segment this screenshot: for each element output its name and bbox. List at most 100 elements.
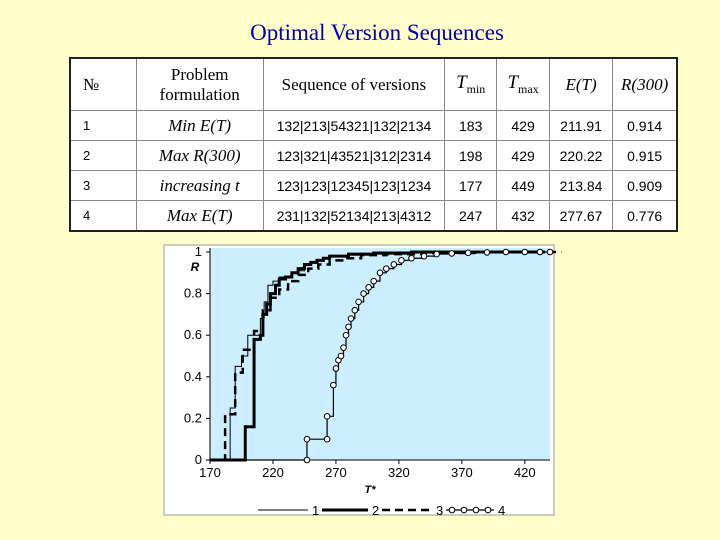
series-4-point xyxy=(342,331,350,339)
series-4 xyxy=(210,248,554,464)
row-expected-time: 277.67 xyxy=(548,200,614,232)
header-tmax-subscript: max xyxy=(518,81,539,96)
series-4-point xyxy=(398,257,405,264)
legend-label-1: 1 xyxy=(312,503,319,518)
series-4-point xyxy=(483,249,491,256)
series-3 xyxy=(210,250,562,462)
row-tmin: 177 xyxy=(444,170,498,201)
row-expected-time: 211.91 xyxy=(548,110,614,141)
row-sequence: 132|213|54321|132|2134 xyxy=(262,110,446,141)
table-row: 1 Min E(T) 132|213|54321|132|2134 183 429 211… xyxy=(69,110,678,141)
series-4-point xyxy=(360,290,367,297)
row-tmax: 432 xyxy=(496,200,550,232)
series-4-point xyxy=(351,306,359,314)
series-2-line xyxy=(210,250,545,462)
row-sequence: 123|321|43521|312|2314 xyxy=(262,140,446,171)
series-4-point xyxy=(408,254,415,262)
chart-series xyxy=(210,248,562,464)
x-axis-label: T* xyxy=(365,484,377,496)
row-reliability: 0.909 xyxy=(612,170,678,201)
series-4-point xyxy=(355,298,362,306)
x-tick-label: 420 xyxy=(514,465,536,480)
chart-legend: 1 2 3 4 xyxy=(258,503,505,518)
series-4-point xyxy=(323,413,331,420)
series-4-point xyxy=(390,261,398,268)
series-4-point xyxy=(323,435,331,443)
header-tmin-symbol: T xyxy=(456,72,467,94)
version-sequences-table: № Problem formulation Sequence of versio… xyxy=(69,57,678,232)
header-tmax: Tmax xyxy=(496,57,550,111)
x-tick-label: 170 xyxy=(199,465,221,480)
row-expected-time: 213.84 xyxy=(548,170,614,201)
row-expected-time: 220.22 xyxy=(548,140,614,171)
slide-title: Optimal Version Sequences xyxy=(250,20,504,45)
header-expected-time: E(T) xyxy=(548,57,614,111)
legend-marker-4 xyxy=(472,506,480,514)
table-header-row: № Problem formulation Sequence of versio… xyxy=(69,57,678,111)
row-tmax: 449 xyxy=(496,170,550,201)
y-tick-label: 1 xyxy=(195,244,202,259)
row-tmax: 429 xyxy=(496,110,550,141)
row-formulation: Min E(T) xyxy=(135,110,264,141)
row-sequence: 231|132|52134|213|4312 xyxy=(262,200,446,232)
row-tmin: 183 xyxy=(444,110,498,141)
series-4-point xyxy=(347,315,355,322)
series-4-point xyxy=(448,250,456,257)
header-tmin: Tmin xyxy=(444,57,498,111)
legend-label-2: 2 xyxy=(372,503,379,518)
row-reliability: 0.915 xyxy=(612,140,678,171)
legend-marker-4 xyxy=(448,506,456,514)
y-tick-label: 0.8 xyxy=(184,286,202,301)
row-formulation: increasing t xyxy=(135,170,264,201)
x-tick-label: 370 xyxy=(451,465,473,480)
row-formulation: Max E(T) xyxy=(135,200,264,232)
table-row: 3 increasing t 123|123|12345|123|1234 177 44… xyxy=(69,170,678,201)
chart-axes: 170 220 270 320 370 420 0 0.2 0.4 0.6 0.8 1R T* xyxy=(184,244,550,496)
series-4-point xyxy=(521,248,529,256)
series-4-point xyxy=(370,277,378,285)
series-4-point xyxy=(536,248,544,256)
header-tmin-subscript: min xyxy=(466,81,486,96)
legend-marker-4 xyxy=(484,506,492,514)
x-tick-label: 320 xyxy=(388,465,410,480)
row-reliability: 0.914 xyxy=(612,110,678,141)
plot-area xyxy=(210,248,550,460)
series-4-point xyxy=(433,250,440,258)
series-4-point xyxy=(303,435,311,443)
row-number: 2 xyxy=(69,140,137,171)
table-row: 4 Max E(T) 231|132|52134|213|4312 247 432 277… xyxy=(69,200,678,232)
series-4-point xyxy=(420,252,428,260)
series-4-point xyxy=(337,352,345,360)
legend-label-3: 3 xyxy=(436,503,443,518)
row-reliability: 0.776 xyxy=(612,200,678,232)
legend-label-4: 4 xyxy=(498,503,505,518)
y-tick-label: 0.2 xyxy=(184,410,202,425)
series-4-point xyxy=(332,365,340,372)
y-tick-label: 0.4 xyxy=(184,369,202,384)
x-tick-label: 220 xyxy=(262,465,284,480)
y-tick-label: 0.6 xyxy=(184,327,202,342)
series-4-point xyxy=(330,381,337,389)
header-number: № xyxy=(69,57,137,111)
x-tick-label: 270 xyxy=(325,465,347,480)
series-4-point xyxy=(464,249,472,257)
y-axis-label: R xyxy=(191,260,200,274)
series-4-point xyxy=(345,323,352,331)
row-number: 3 xyxy=(69,170,137,201)
series-4-point xyxy=(340,344,347,351)
series-4-point xyxy=(502,248,510,256)
series-3-line xyxy=(210,250,562,462)
series-4-point xyxy=(382,265,390,272)
header-tmax-symbol: T xyxy=(507,72,519,94)
y-tick-label: 0 xyxy=(195,452,202,467)
series-4-point xyxy=(376,269,384,277)
legend-marker-4 xyxy=(460,506,468,514)
series-4-point xyxy=(303,456,311,464)
series-4-point xyxy=(365,284,372,291)
table-body: 1 Min E(T) 132|213|54321|132|2134 183 429 211… xyxy=(69,110,678,232)
header-problem-formulation: Problem formulation xyxy=(135,57,264,111)
table-row: 2 Max R(300) 123|321|43521|312|2314 198 429 2… xyxy=(69,140,678,171)
series-2 xyxy=(210,250,545,462)
series-4-point xyxy=(546,248,554,256)
